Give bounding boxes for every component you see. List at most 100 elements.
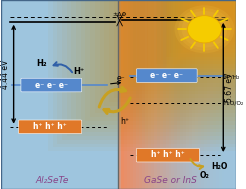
Bar [183, 0, 236, 52]
Bar [62, 0, 236, 140]
FancyBboxPatch shape [136, 148, 200, 162]
Bar [127, 0, 133, 189]
Bar [157, 0, 163, 189]
Text: 5.67 eV: 5.67 eV [225, 73, 234, 102]
Bar [133, 0, 236, 83]
Text: H⁺/H₂: H⁺/H₂ [223, 74, 240, 79]
Bar [76, 0, 236, 129]
Circle shape [187, 16, 221, 43]
Bar [210, 0, 216, 189]
Bar [213, 0, 218, 189]
Bar [187, 0, 236, 47]
Bar [166, 0, 171, 189]
Bar [156, 0, 236, 64]
Bar [142, 0, 148, 189]
Bar [161, 0, 236, 60]
Circle shape [178, 8, 231, 50]
Bar [109, 0, 236, 102]
Bar [166, 0, 236, 76]
Bar [123, 0, 236, 91]
Bar [192, 0, 236, 40]
Bar [160, 0, 166, 189]
Circle shape [182, 11, 227, 48]
Bar [171, 0, 177, 189]
Bar [174, 0, 236, 64]
Bar [198, 0, 204, 189]
Bar [230, 0, 236, 189]
Bar [154, 0, 160, 189]
Bar [189, 0, 195, 189]
Bar [169, 0, 174, 189]
Bar [147, 0, 236, 72]
Bar [169, 0, 236, 71]
Bar [227, 0, 233, 189]
Bar [171, 0, 236, 68]
Bar [128, 0, 236, 87]
Bar [174, 0, 180, 189]
Bar [201, 0, 207, 189]
Bar [224, 0, 230, 189]
Bar [207, 0, 213, 189]
Text: e⁻ e⁻ e⁻: e⁻ e⁻ e⁻ [35, 81, 68, 90]
Bar [67, 0, 236, 136]
Bar [186, 0, 192, 189]
Bar [137, 0, 236, 79]
Bar [148, 0, 154, 189]
Bar [199, 0, 236, 31]
Bar [180, 0, 236, 45]
Text: h⁺ h⁺ h⁺: h⁺ h⁺ h⁺ [33, 122, 67, 131]
Bar [152, 0, 236, 68]
Bar [218, 0, 224, 189]
Bar [100, 0, 236, 110]
Bar [178, 0, 236, 59]
FancyBboxPatch shape [19, 120, 82, 134]
Bar [233, 0, 239, 189]
Text: h⁺ h⁺ h⁺: h⁺ h⁺ h⁺ [151, 150, 185, 160]
Bar [190, 0, 236, 43]
Bar [167, 0, 236, 73]
Bar [133, 0, 139, 189]
FancyBboxPatch shape [136, 69, 197, 82]
Bar [183, 0, 189, 189]
Bar [197, 0, 236, 33]
Bar [124, 0, 130, 189]
Text: 4.44 eV: 4.44 eV [1, 60, 10, 89]
Bar [192, 0, 198, 189]
Bar [57, 0, 236, 144]
Bar [122, 0, 127, 189]
Text: O₂: O₂ [200, 171, 209, 180]
Bar [194, 0, 236, 38]
Bar [221, 0, 227, 189]
Text: h⁺: h⁺ [120, 117, 129, 126]
Text: ±ΔΦ: ±ΔΦ [112, 12, 127, 17]
Bar [142, 0, 236, 76]
Text: GaSe or InS: GaSe or InS [144, 176, 197, 185]
Text: H⁺: H⁺ [73, 67, 84, 76]
Bar [130, 0, 136, 189]
Bar [188, 0, 236, 45]
Bar [114, 0, 236, 98]
Bar [104, 0, 236, 106]
Bar [170, 0, 236, 53]
Bar [151, 0, 157, 189]
Text: H₂O/O₂: H₂O/O₂ [223, 101, 244, 105]
Bar [177, 0, 183, 189]
Bar [139, 0, 145, 189]
Bar [184, 0, 236, 42]
Bar [185, 0, 236, 50]
Bar [175, 0, 236, 49]
Bar [204, 0, 210, 189]
Bar [52, 0, 236, 147]
Bar [136, 0, 142, 189]
Bar [166, 0, 236, 57]
Bar [90, 0, 236, 117]
Bar [48, 0, 236, 151]
Bar [163, 0, 169, 189]
Bar [180, 0, 236, 57]
Bar [85, 0, 236, 121]
Bar [182, 0, 236, 54]
Bar [119, 0, 124, 189]
Bar [81, 0, 236, 125]
Text: H₂O: H₂O [212, 162, 228, 171]
Bar [176, 0, 236, 61]
